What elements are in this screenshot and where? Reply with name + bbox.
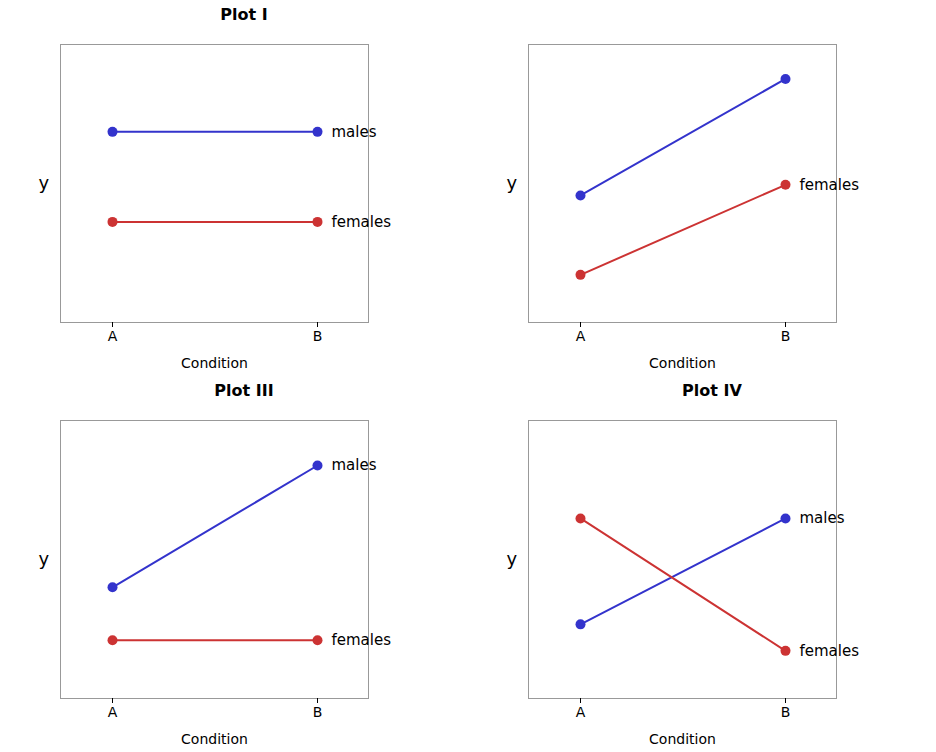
- svg-text:females: females: [800, 642, 860, 660]
- svg-text:females: females: [332, 213, 392, 231]
- svg-text:Condition: Condition: [181, 731, 248, 747]
- svg-text:y: y: [507, 172, 518, 193]
- svg-text:A: A: [108, 704, 118, 720]
- svg-text:Condition: Condition: [181, 355, 248, 371]
- svg-text:B: B: [313, 328, 323, 344]
- svg-text:A: A: [576, 704, 586, 720]
- svg-text:males: males: [332, 456, 377, 474]
- svg-text:females: females: [800, 176, 860, 194]
- svg-text:y: y: [39, 548, 50, 569]
- svg-text:males: males: [800, 509, 845, 527]
- svg-text:y: y: [507, 548, 518, 569]
- html-text:Plot I: Plot I: [220, 5, 268, 24]
- svg-text:males: males: [332, 123, 377, 141]
- html-text:Plot III: Plot III: [214, 381, 274, 400]
- svg-text:y: y: [39, 172, 50, 193]
- svg-text:Condition: Condition: [649, 355, 716, 371]
- svg-text:A: A: [108, 328, 118, 344]
- svg-text:A: A: [576, 328, 586, 344]
- svg-text:females: females: [332, 631, 392, 649]
- svg-text:B: B: [313, 704, 323, 720]
- svg-text:B: B: [781, 704, 791, 720]
- svg-text:Condition: Condition: [649, 731, 716, 747]
- html-text:Plot IV: Plot IV: [682, 381, 742, 400]
- svg-text:B: B: [781, 328, 791, 344]
